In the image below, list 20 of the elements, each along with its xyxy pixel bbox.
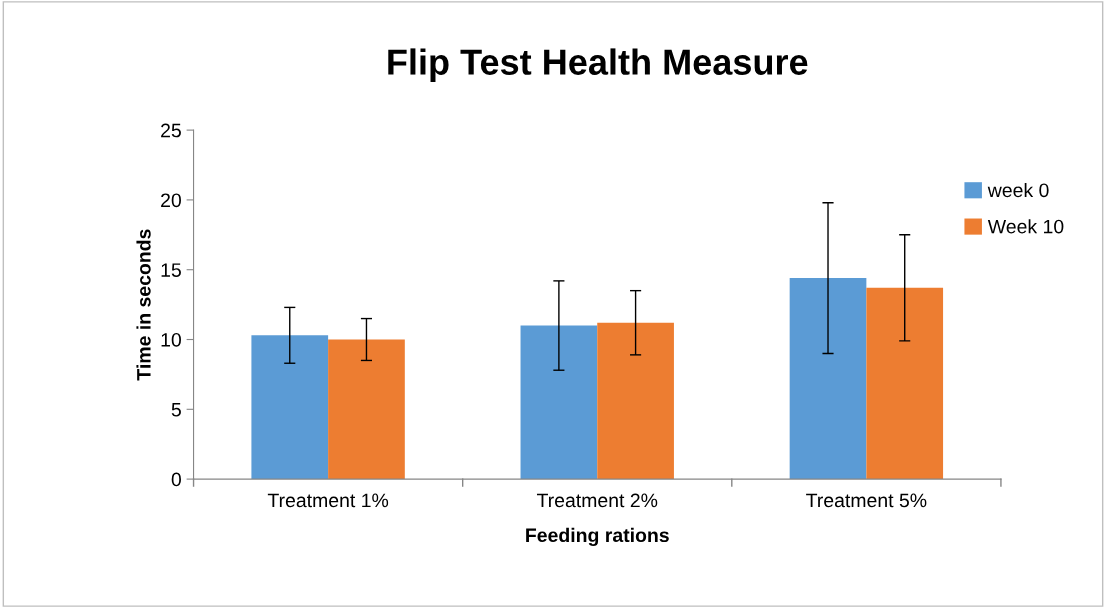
y-tick-label: 10 bbox=[161, 332, 181, 347]
y-tick-label: 5 bbox=[171, 402, 181, 417]
bar bbox=[520, 325, 598, 480]
x-tick-label: Treatment 1% bbox=[267, 493, 389, 508]
y-tick-label: 0 bbox=[171, 472, 181, 487]
x-axis-title: Feeding rations bbox=[526, 527, 669, 546]
legend-label: Week 10 bbox=[987, 219, 1064, 234]
chart-title: Flip Test Health Measure bbox=[388, 48, 808, 83]
y-tick-label: 25 bbox=[161, 123, 181, 138]
bar bbox=[328, 339, 405, 480]
bar bbox=[597, 322, 674, 480]
y-tick-label: 15 bbox=[161, 263, 181, 277]
bar bbox=[251, 335, 329, 480]
bar bbox=[866, 287, 944, 480]
y-axis-title: Time in seconds bbox=[136, 229, 151, 381]
x-tick-label: Treatment 5% bbox=[806, 493, 927, 508]
legend-label: week 0 bbox=[987, 182, 1049, 198]
bar bbox=[789, 278, 867, 480]
y-tick-label: 20 bbox=[161, 193, 181, 208]
x-tick-label: Treatment 2% bbox=[536, 493, 658, 508]
